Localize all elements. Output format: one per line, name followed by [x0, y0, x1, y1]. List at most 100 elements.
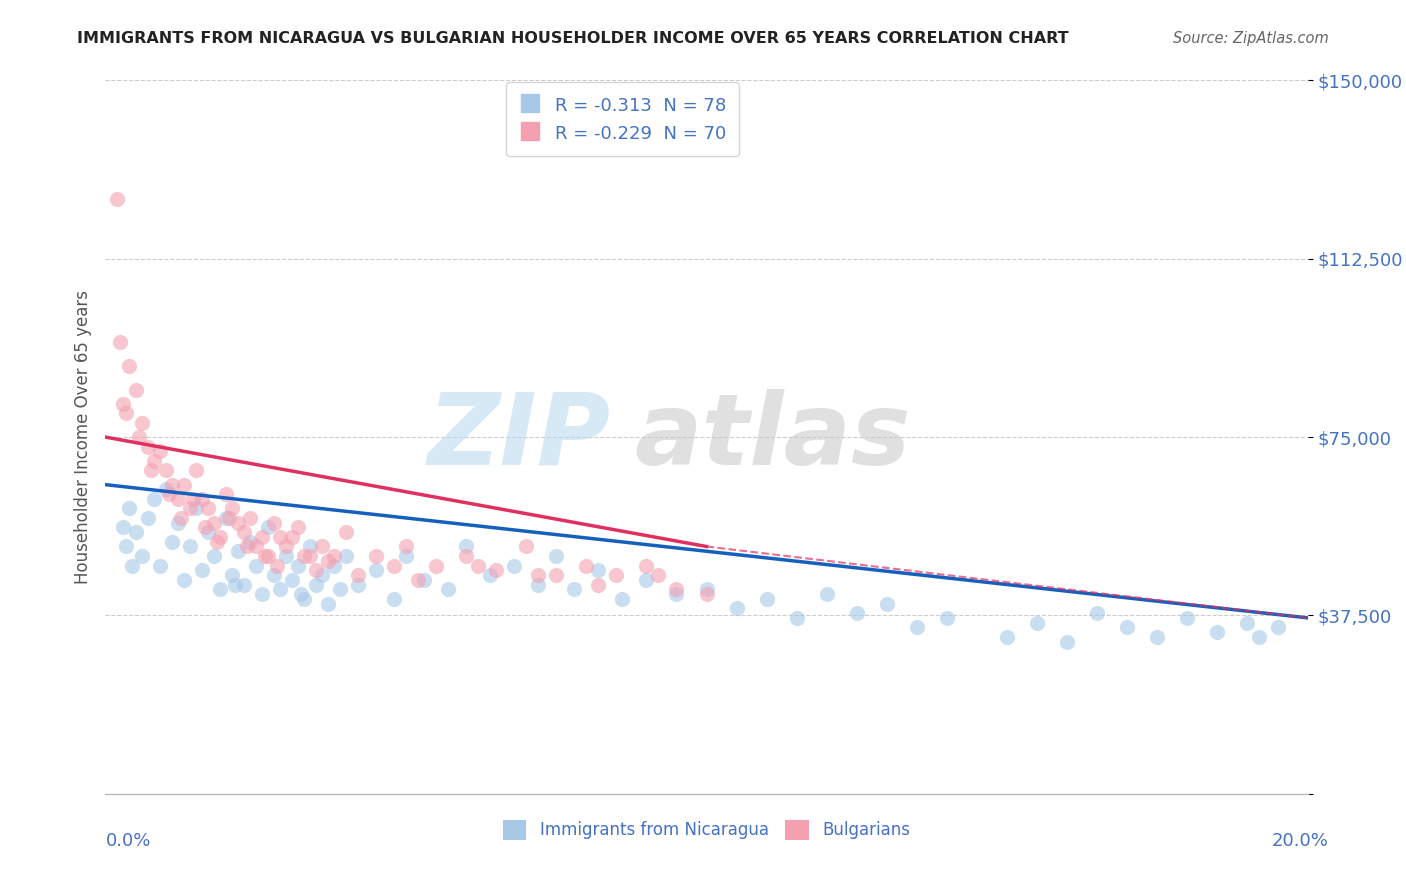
Point [527, 577, 550, 591]
Point [169, 511, 191, 525]
Point [347, 577, 370, 591]
Point [139, 463, 162, 477]
Point [1146, 630, 1168, 644]
Point [197, 501, 219, 516]
Point [253, 549, 276, 563]
Point [316, 554, 339, 568]
Point [1206, 625, 1229, 640]
Point [382, 591, 405, 606]
Point [292, 549, 315, 563]
Point [131, 416, 153, 430]
Text: IMMIGRANTS FROM NICARAGUA VS BULGARIAN HOUSEHOLDER INCOME OVER 65 YEARS CORRELAT: IMMIGRANTS FROM NICARAGUA VS BULGARIAN H… [77, 31, 1069, 46]
Point [588, 577, 610, 591]
Legend: Immigrants from Nicaragua, Bulgarians: Immigrants from Nicaragua, Bulgarians [496, 814, 917, 847]
Point [155, 463, 177, 477]
Point [364, 549, 387, 563]
Point [905, 620, 928, 634]
Point [256, 549, 278, 563]
Point [636, 573, 658, 587]
Point [173, 477, 195, 491]
Point [184, 501, 207, 516]
Point [110, 334, 132, 349]
Point [281, 573, 304, 587]
Point [179, 501, 201, 516]
Point [292, 591, 315, 606]
Point [181, 491, 204, 506]
Point [479, 568, 502, 582]
Point [395, 549, 418, 563]
Point [845, 606, 868, 620]
Point [115, 540, 138, 554]
Text: 0.0%: 0.0% [105, 832, 150, 850]
Point [173, 573, 195, 587]
Point [335, 525, 357, 540]
Point [232, 525, 254, 540]
Point [166, 491, 188, 506]
Point [118, 359, 141, 373]
Point [696, 587, 718, 601]
Point [269, 582, 291, 597]
Point [665, 582, 688, 597]
Point [166, 516, 188, 530]
Point [1116, 620, 1139, 634]
Point [425, 558, 447, 573]
Point [190, 491, 212, 506]
Point [256, 520, 278, 534]
Point [148, 444, 170, 458]
Point [160, 477, 183, 491]
Point [437, 582, 460, 597]
Y-axis label: Householder Income Over 65 years: Householder Income Over 65 years [73, 290, 91, 584]
Point [281, 530, 304, 544]
Point [1056, 634, 1078, 648]
Point [263, 568, 285, 582]
Point [245, 540, 267, 554]
Point [214, 511, 236, 525]
Point [335, 549, 357, 563]
Point [155, 483, 177, 497]
Point [190, 563, 212, 577]
Point [311, 540, 333, 554]
Point [395, 540, 418, 554]
Point [287, 558, 309, 573]
Point [208, 582, 231, 597]
Point [136, 440, 159, 454]
Point [263, 516, 285, 530]
Point [1236, 615, 1258, 630]
Point [208, 530, 231, 544]
Point [184, 463, 207, 477]
Point [575, 558, 598, 573]
Point [322, 549, 344, 563]
Text: atlas: atlas [634, 389, 911, 485]
Point [316, 597, 339, 611]
Point [118, 501, 141, 516]
Point [413, 573, 436, 587]
Point [239, 534, 262, 549]
Point [696, 582, 718, 597]
Point [364, 563, 387, 577]
Point [562, 582, 585, 597]
Point [298, 540, 321, 554]
Point [142, 454, 165, 468]
Point [226, 544, 249, 558]
Point [142, 491, 165, 506]
Point [128, 430, 150, 444]
Point [347, 568, 370, 582]
Point [179, 540, 201, 554]
Point [112, 397, 135, 411]
Point [311, 568, 333, 582]
Point [1249, 630, 1271, 644]
Point [612, 591, 634, 606]
Point [124, 525, 146, 540]
Point [235, 540, 257, 554]
Point [605, 568, 627, 582]
Point [665, 587, 688, 601]
Point [221, 568, 243, 582]
Point [503, 558, 526, 573]
Point [287, 520, 309, 534]
Point [995, 630, 1018, 644]
Point [467, 558, 489, 573]
Point [1177, 611, 1199, 625]
Point [274, 549, 297, 563]
Point [1085, 606, 1108, 620]
Point [274, 540, 297, 554]
